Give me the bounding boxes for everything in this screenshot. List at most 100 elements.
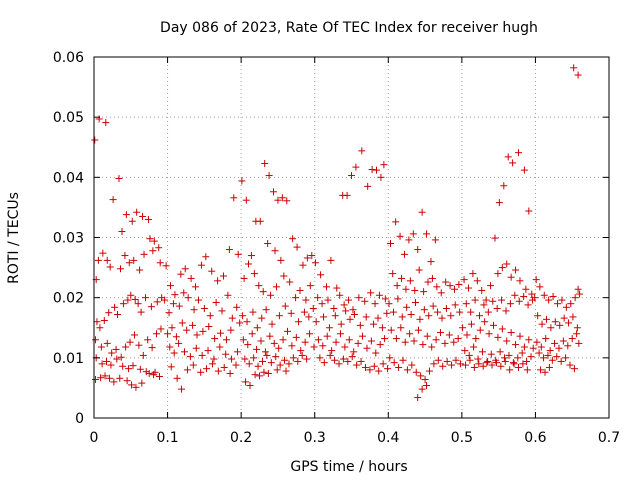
data-point — [551, 339, 559, 347]
data-point — [109, 196, 117, 204]
data-point — [242, 378, 250, 386]
data-points — [91, 64, 584, 402]
data-point — [373, 166, 381, 174]
data-point — [210, 355, 218, 363]
data-point — [484, 308, 492, 316]
data-point — [522, 285, 530, 293]
data-point — [462, 300, 470, 308]
data-point — [551, 318, 559, 326]
data-point — [423, 382, 431, 390]
data-point — [147, 303, 155, 311]
data-point — [250, 270, 258, 278]
data-point — [381, 295, 389, 303]
data-point — [91, 336, 99, 344]
data-point — [261, 348, 269, 356]
data-point — [180, 348, 188, 356]
data-point — [516, 332, 524, 340]
data-point — [130, 256, 138, 264]
data-point — [541, 368, 549, 376]
data-point — [234, 250, 242, 258]
data-point — [296, 286, 304, 294]
data-point — [337, 320, 345, 328]
data-point — [524, 301, 532, 309]
data-point — [475, 360, 483, 368]
data-point — [177, 270, 185, 278]
data-point — [253, 324, 261, 332]
data-point — [363, 344, 371, 352]
data-point — [494, 270, 502, 278]
data-point — [342, 307, 350, 315]
data-point — [487, 282, 495, 290]
data-point — [500, 182, 508, 190]
data-point — [402, 285, 410, 293]
data-point — [208, 267, 216, 275]
data-point — [117, 353, 125, 361]
data-point — [330, 304, 338, 312]
data-point — [386, 354, 394, 362]
data-point — [336, 291, 344, 299]
data-point — [503, 260, 511, 268]
data-point — [459, 324, 467, 332]
data-point — [455, 280, 463, 288]
data-point — [348, 172, 355, 180]
data-point — [498, 296, 506, 304]
data-point — [192, 283, 200, 291]
data-point — [127, 291, 135, 299]
data-point — [279, 336, 287, 344]
data-point — [267, 359, 275, 367]
data-point — [314, 294, 322, 302]
data-point — [115, 175, 123, 183]
data-point — [489, 321, 497, 329]
x-tick-label: 0 — [90, 430, 99, 446]
data-point — [495, 199, 503, 207]
data-point — [364, 182, 372, 190]
data-point — [352, 163, 360, 171]
data-point — [265, 172, 273, 180]
data-point — [414, 394, 422, 402]
data-point — [425, 312, 433, 320]
data-point — [312, 318, 320, 326]
x-axis-label: GPS time / hours — [290, 459, 407, 475]
data-point — [540, 354, 548, 362]
data-point — [91, 136, 99, 144]
data-point — [222, 350, 230, 358]
data-point — [494, 333, 502, 341]
data-point — [345, 336, 353, 344]
data-point — [208, 360, 216, 368]
data-point — [534, 312, 542, 320]
data-point — [537, 366, 545, 374]
data-point — [170, 349, 178, 357]
data-point — [293, 243, 301, 251]
data-point — [100, 317, 108, 325]
data-point — [476, 326, 484, 334]
data-point — [287, 309, 295, 317]
data-point — [164, 330, 172, 338]
data-point — [533, 338, 541, 346]
data-point — [376, 341, 384, 349]
data-point — [300, 308, 308, 316]
data-point — [558, 296, 566, 304]
data-point — [272, 283, 280, 291]
data-point — [266, 332, 274, 340]
data-point — [244, 341, 252, 349]
y-tick-label: 0.04 — [53, 170, 84, 186]
data-point — [247, 252, 255, 260]
data-point — [523, 357, 531, 365]
data-point — [122, 211, 130, 219]
data-point — [130, 331, 138, 339]
data-point — [567, 300, 575, 308]
data-point — [238, 177, 246, 185]
data-point — [103, 357, 111, 365]
data-point — [462, 361, 470, 369]
data-point — [203, 365, 211, 373]
data-point — [470, 343, 478, 351]
data-point — [150, 237, 158, 245]
data-point — [498, 264, 506, 272]
data-point — [370, 320, 378, 328]
data-point — [489, 297, 497, 305]
data-point — [439, 362, 447, 370]
data-point — [125, 365, 133, 373]
data-point — [236, 319, 244, 327]
data-point — [454, 335, 462, 343]
data-point — [573, 324, 581, 332]
